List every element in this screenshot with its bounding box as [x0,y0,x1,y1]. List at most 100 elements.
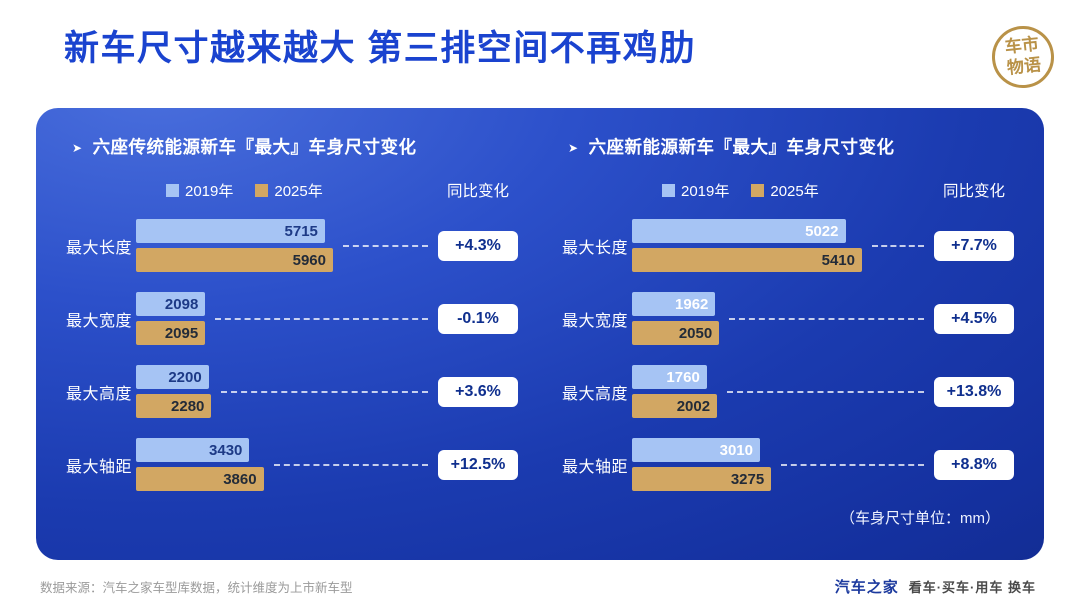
bar-2025: 2002 [632,394,718,418]
bar-2025: 2095 [136,321,206,345]
connector-line [727,390,924,393]
legend-swatch-2025 [255,183,269,197]
change-badge: +4.5% [934,303,1014,334]
value-label: 1962 [675,295,709,313]
bar-pair: 2098 2095 [136,292,206,345]
arrow-icon: ➤ [568,140,579,155]
bar-pair: 1962 2050 [632,292,720,345]
bar-2025: 3275 [632,467,772,491]
bar-2025: 3860 [136,467,264,491]
bar-2019: 1760 [632,365,707,389]
chart-title-text: 六座传统能源新车『最大』车身尺寸变化 [92,137,417,157]
bar-pair: 1760 2002 [632,365,718,418]
arrow-icon: ➤ [72,140,83,155]
brand-slogan: 看车·买车·用车 换车 [908,580,1036,595]
chart-title-text: 六座新能源新车『最大』车身尺寸变化 [588,137,895,157]
chart-row: 最大长度 5715 5960 +4.3% [66,219,518,272]
row-label: 最大轴距 [562,458,629,476]
page-title: 新车尺寸越来越大 第三排空间不再鸡肋 [64,29,696,68]
bar-pair: 5022 5410 [632,219,862,272]
connector-line [273,463,428,466]
connector-line [215,317,428,320]
row-label: 最大宽度 [562,312,629,330]
legend: 2019年 2025年 [562,180,934,201]
bar-2025: 2050 [632,321,720,345]
bar-2025: 2280 [136,394,212,418]
bar-2025: 5960 [136,248,333,272]
legend: 2019年 2025年 [66,180,438,201]
row-label: 最大高度 [66,385,133,403]
legend-label-2025: 2025年 [770,182,819,200]
chart-row: 最大轴距 3430 3860 +12.5% [66,438,518,491]
change-badge: +7.7% [934,230,1014,261]
value-label: 3275 [730,470,765,488]
connector-line [729,317,924,320]
change-badge: +4.3% [438,230,518,261]
change-badge: +12.5% [438,449,518,480]
change-badge: +3.6% [438,376,518,407]
bar-2019: 3010 [632,438,760,462]
chart-new-energy: ➤ 六座新能源新车『最大』车身尺寸变化 2019年 2025年 [562,134,1014,491]
unit-note: （车身尺寸单位：mm） [840,510,1000,527]
value-label: 5410 [821,251,855,269]
value-label: 2280 [171,397,205,415]
value-label: 3860 [223,470,257,488]
value-label: 2098 [164,295,199,313]
chart-panel: ➤ 六座传统能源新车『最大』车身尺寸变化 2019年 2025年 [36,108,1044,560]
chart-row: 最大高度 1760 2002 +13.8% [562,365,1014,418]
legend-label-2019: 2019年 [681,182,730,200]
value-label: 3430 [209,441,243,459]
bar-pair: 5715 5960 [136,219,333,272]
bar-2019: 2098 [136,292,206,316]
chart-row: 最大高度 2200 2280 +3.6% [66,365,518,418]
row-label: 最大长度 [66,239,133,257]
connector-line [221,390,428,393]
brand-stamp-text: 车市物语 [1003,34,1042,79]
chart-title-new-energy: ➤ 六座新能源新车『最大』车身尺寸变化 [562,134,1014,159]
value-label: 2002 [676,397,711,415]
value-label: 2050 [678,324,713,342]
value-label: 3010 [719,441,753,459]
connector-line [872,244,924,247]
value-label: 5022 [805,222,839,240]
connector-line [781,463,924,466]
change-badge: -0.1% [438,303,518,334]
legend-row: 2019年 2025年 同比变化 [562,179,1014,201]
change-badge: +13.8% [934,376,1014,407]
bar-pair: 2200 2280 [136,365,212,418]
change-column-header: 同比变化 [942,183,1005,200]
legend-item-2025: 2025年 [255,180,323,201]
bar-2019: 1962 [632,292,716,316]
bar-2019: 2200 [136,365,209,389]
bar-pair: 3430 3860 [136,438,264,491]
value-label: 5960 [292,251,326,269]
header: 新车尺寸越来越大 第三排空间不再鸡肋 车市物语 [0,0,1080,92]
bar-2019: 3430 [136,438,250,462]
row-label: 最大长度 [562,239,629,257]
row-label: 最大轴距 [66,458,133,476]
chart-row: 最大宽度 2098 2095 -0.1% [66,292,518,345]
change-column-header: 同比变化 [446,183,509,200]
change-badge: +8.8% [934,449,1014,480]
brand-stamp-icon: 车市物语 [988,22,1058,92]
chart-row: 最大长度 5022 5410 +7.7% [562,219,1014,272]
row-label: 最大高度 [562,385,629,403]
brand-logo-text: 汽车之家 [834,579,899,596]
data-source-note: 数据来源：汽车之家车型库数据，统计维度为上市新车型 [40,581,353,595]
charts-grid: ➤ 六座传统能源新车『最大』车身尺寸变化 2019年 2025年 [66,134,1014,491]
legend-swatch-2019 [166,183,179,197]
bar-2025: 5410 [632,248,862,272]
value-label: 5715 [284,222,318,240]
legend-row: 2019年 2025年 同比变化 [66,179,518,201]
value-label: 2200 [168,368,202,386]
chart-row: 最大宽度 1962 2050 +4.5% [562,292,1014,345]
bar-pair: 3010 3275 [632,438,772,491]
legend-swatch-2019 [662,183,675,197]
value-label: 1760 [666,368,700,386]
chart-title-traditional: ➤ 六座传统能源新车『最大』车身尺寸变化 [66,134,518,159]
connector-line [343,244,428,247]
legend-label-2025: 2025年 [274,182,323,200]
legend-item-2019: 2019年 [662,180,729,201]
chart-traditional-energy: ➤ 六座传统能源新车『最大』车身尺寸变化 2019年 2025年 [66,134,518,491]
legend-item-2025: 2025年 [751,180,819,201]
